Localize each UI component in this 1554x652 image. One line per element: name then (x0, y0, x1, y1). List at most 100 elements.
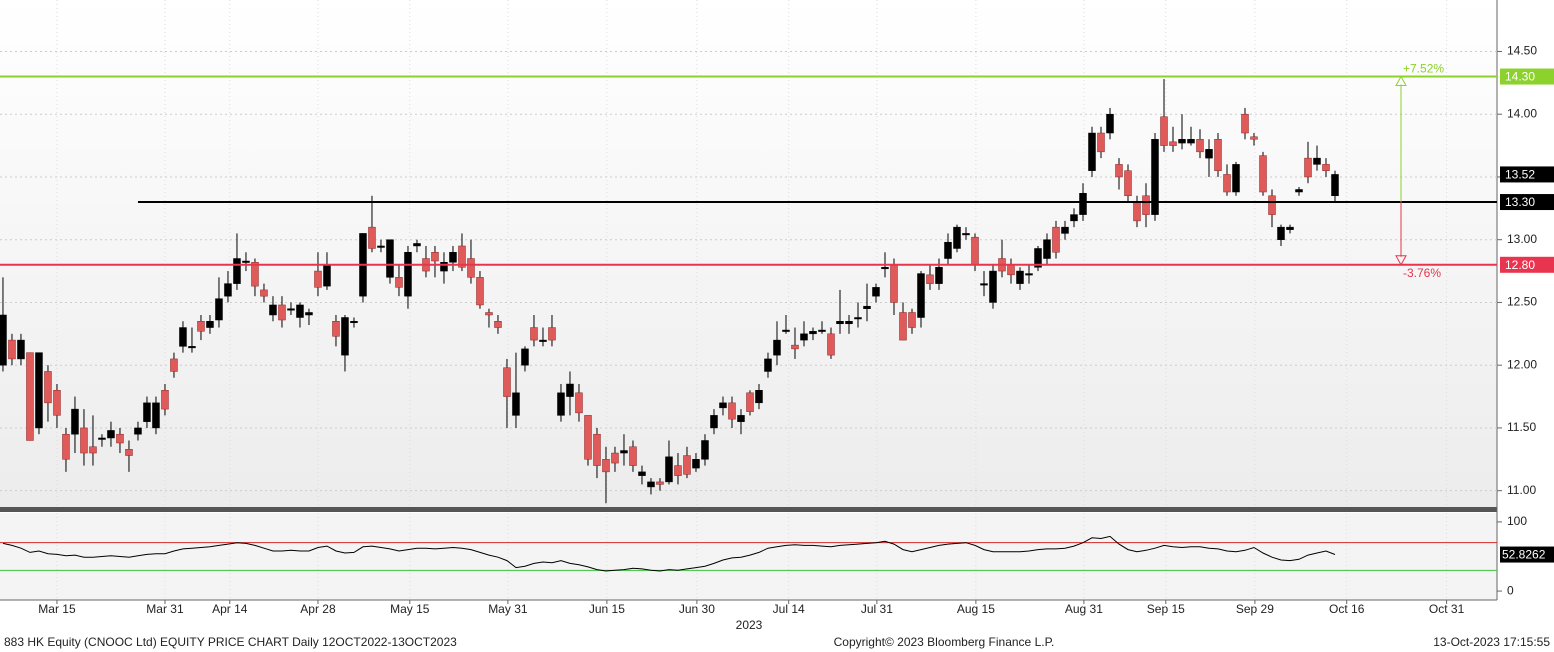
candle-body (350, 321, 358, 324)
candle-body (224, 283, 232, 297)
candle-body (1223, 174, 1231, 193)
candle-body (602, 459, 610, 473)
candle-body (233, 258, 241, 284)
candle-body (53, 390, 61, 416)
x-tick-label: Jun 15 (589, 602, 625, 616)
annotation: +7.52% (1403, 62, 1444, 76)
candle-body (8, 339, 16, 360)
candle-body (188, 346, 196, 349)
candle-body (278, 304, 286, 321)
candle-body (1205, 149, 1213, 159)
candle-body (1043, 239, 1051, 259)
candle-body (494, 321, 502, 328)
candle-body (260, 289, 268, 297)
candle-body (413, 243, 421, 247)
level-label-box (1500, 194, 1554, 211)
candle-body (476, 277, 484, 306)
candle-body (98, 437, 106, 440)
candle-body (782, 329, 790, 332)
candle-body (440, 262, 448, 272)
arrow-head (1395, 75, 1407, 87)
candle-body (728, 402, 736, 420)
candle-body (296, 304, 304, 318)
x-tick-label: Aug 31 (1065, 602, 1103, 616)
candle-body (1268, 195, 1276, 215)
candle-body (125, 449, 133, 456)
year-label: 2023 (736, 618, 763, 632)
level-label-box (1500, 256, 1554, 273)
candle-body (557, 392, 565, 416)
x-tick-label: Jul 14 (773, 602, 805, 616)
x-tick-label: Jun 30 (679, 602, 715, 616)
candle-body (962, 233, 970, 236)
last-price-box (1500, 166, 1554, 183)
candle-body (755, 390, 763, 404)
level-label: 12.80 (1505, 258, 1535, 272)
candle-body (1187, 139, 1195, 144)
candle-body (953, 226, 961, 249)
candle-body (701, 440, 709, 460)
level-label-box (1500, 68, 1554, 85)
level-label: 14.30 (1505, 70, 1535, 84)
candle-body (692, 459, 700, 469)
candle-body (854, 317, 862, 320)
candle-body (1151, 139, 1159, 215)
candle-body (530, 327, 538, 341)
candle-body (1313, 157, 1321, 165)
candle-body (170, 358, 178, 372)
candle-body (620, 450, 628, 454)
footer-title: 883 HK Equity (CNOOC Ltd) EQUITY PRICE C… (4, 635, 457, 649)
x-tick-label: May 31 (488, 602, 528, 616)
candle-body (485, 312, 493, 316)
candle-body (1106, 113, 1114, 134)
candle-body (539, 339, 547, 342)
level-label: 13.30 (1505, 195, 1535, 209)
y-tick-label: 11.50 (1507, 420, 1536, 434)
price-panel (0, 0, 1497, 507)
candle-body (143, 402, 151, 422)
x-tick-label: Apr 14 (212, 602, 248, 616)
rsi-last-box (1500, 546, 1554, 563)
candle-body (215, 298, 223, 321)
candle-body (206, 321, 214, 328)
candle-body (62, 433, 70, 460)
candle-body (458, 245, 466, 268)
candle-body (899, 312, 907, 341)
candle-body (710, 415, 718, 429)
candle-body (908, 312, 916, 328)
y-tick-label: 14.00 (1507, 106, 1537, 120)
candle-body (1097, 132, 1105, 153)
candle-body (764, 358, 772, 372)
candle-body (1295, 189, 1303, 193)
x-tick-label: Sep 29 (1236, 602, 1274, 616)
candle-body (881, 267, 889, 270)
candle-body (1088, 132, 1096, 171)
candle-body (584, 415, 592, 460)
candle-body (1322, 164, 1330, 171)
rsi-line (2, 535, 1336, 572)
candle-body (656, 481, 664, 485)
candle-body (152, 402, 160, 429)
candle-body (1214, 139, 1222, 171)
candle-body (674, 465, 682, 476)
candle-body (1277, 226, 1285, 240)
candle-body (944, 241, 952, 259)
candle-body (1061, 226, 1069, 234)
candle-body (377, 245, 385, 248)
candle-body (809, 331, 817, 335)
candle-body (1241, 113, 1249, 134)
candle-body (269, 304, 277, 316)
candle-body (242, 260, 250, 263)
rsi-tick-label: 100 (1507, 514, 1527, 528)
rsi-tick-label: 0 (1507, 583, 1514, 597)
candle-body (1142, 195, 1150, 215)
timestamp: 13-Oct-2023 17:15:55 (1433, 635, 1550, 649)
candle-body (935, 267, 943, 284)
candle-body (989, 270, 997, 303)
candle-body (134, 427, 142, 435)
candle-body (791, 344, 799, 350)
candle-body (863, 305, 871, 309)
candle-body (1034, 248, 1042, 268)
candle-body (638, 471, 646, 476)
candle-body (431, 251, 439, 262)
